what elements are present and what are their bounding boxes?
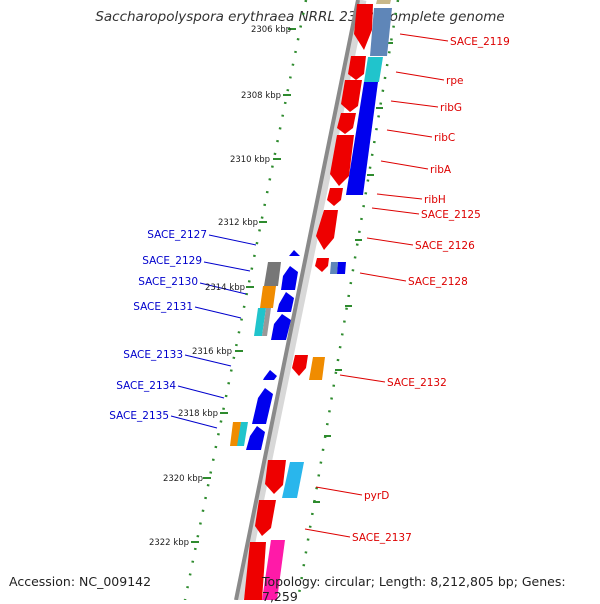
axis-label: 2310 kbp xyxy=(230,155,270,165)
gene-label: SACE_2135 xyxy=(109,410,169,422)
cds-arrow xyxy=(330,135,354,186)
accession-text: Accession: NC_009142 xyxy=(9,574,152,589)
forward-red-cds-column xyxy=(244,4,373,600)
gene-block-tan xyxy=(376,0,391,4)
map-title: Saccharopolyspora erythraea NRRL 2338, c… xyxy=(95,9,505,25)
axis-labels: 2306 kbp 2308 kbp 2310 kbp 2312 kbp 2314… xyxy=(149,25,291,548)
gene-block-gray xyxy=(262,308,271,336)
axis-label: 2320 kbp xyxy=(163,474,203,484)
gene-label: SACE_2125 xyxy=(421,209,481,221)
cds-arrow xyxy=(281,266,298,290)
axis-label: 2318 kbp xyxy=(178,409,218,419)
leader-line xyxy=(386,129,433,138)
gene-label: rpe xyxy=(446,75,463,87)
cds-arrow xyxy=(263,370,277,380)
gene-label: ribG xyxy=(440,102,462,114)
cds-arrow xyxy=(265,460,286,494)
cds-arrow xyxy=(255,500,276,536)
leader-line xyxy=(315,486,363,496)
gene-block-blue xyxy=(337,262,346,274)
gene-label: SACE_2137 xyxy=(352,532,412,544)
cds-arrow xyxy=(327,188,343,206)
cds-arrow xyxy=(271,314,291,340)
gene-block-pink xyxy=(262,540,285,600)
cds-arrow xyxy=(348,56,366,80)
gene-label: ribH xyxy=(424,194,446,206)
gene-label: SACE_2126 xyxy=(415,240,475,252)
cds-arrow xyxy=(354,4,373,50)
gene-block-orange xyxy=(309,357,325,380)
leader-line xyxy=(399,33,449,42)
leader-line xyxy=(177,385,225,399)
gene-label: SACE_2133 xyxy=(123,349,183,361)
gene-label: ribA xyxy=(430,164,452,176)
leader-line xyxy=(359,272,407,282)
leader-line xyxy=(366,237,414,246)
reverse-cds-column xyxy=(230,250,300,450)
cds-arrow xyxy=(246,426,265,450)
reverse-gene-labels: SACE_2127 SACE_2129 SACE_2130 SACE_2131 … xyxy=(109,229,207,422)
axis-label: 2312 kbp xyxy=(218,218,258,228)
reverse-leader-lines xyxy=(170,234,257,429)
gene-label: SACE_2134 xyxy=(116,380,176,392)
gene-block-cyan xyxy=(364,57,383,82)
leader-line xyxy=(170,415,218,429)
axis-label: 2322 kbp xyxy=(149,538,189,548)
leader-line xyxy=(376,193,423,200)
gene-label: SACE_2131 xyxy=(133,301,193,313)
cds-arrow xyxy=(316,210,338,250)
axis-label: 2316 kbp xyxy=(192,347,232,357)
gene-label: SACE_2129 xyxy=(142,255,202,267)
gene-label: SACE_2119 xyxy=(450,36,510,48)
leader-line xyxy=(199,282,247,295)
gene-label: SACE_2130 xyxy=(138,276,198,288)
cds-arrow xyxy=(341,80,362,112)
leader-line xyxy=(203,261,251,272)
leader-line xyxy=(390,100,439,108)
leader-line xyxy=(371,207,420,215)
axis-label: 2314 kbp xyxy=(205,283,245,293)
leader-line xyxy=(208,234,257,246)
gene-block-steelblue xyxy=(370,8,392,56)
gene-label: SACE_2132 xyxy=(387,377,447,389)
cds-arrow xyxy=(315,258,329,272)
gene-block-orange xyxy=(260,286,276,308)
forward-gene-labels: SACE_2119 rpe ribG ribC ribA ribH SACE_2… xyxy=(352,36,510,544)
axis-label: 2306 kbp xyxy=(251,25,291,35)
leader-line xyxy=(194,306,242,319)
gene-block-cyan xyxy=(237,422,248,446)
gene-block-blue xyxy=(346,82,378,195)
cds-arrow xyxy=(289,250,300,256)
leader-line xyxy=(339,374,386,383)
cds-arrow xyxy=(252,388,273,424)
forward-colored-cds xyxy=(262,0,392,600)
leader-line xyxy=(184,354,232,367)
gene-block-cyan xyxy=(282,462,304,498)
forward-leader-lines xyxy=(304,33,449,538)
leader-line xyxy=(304,528,351,538)
gene-block-steelblue xyxy=(330,262,338,274)
gene-label: SACE_2128 xyxy=(408,276,468,288)
cds-arrow xyxy=(244,542,266,600)
genome-backbone xyxy=(234,0,360,600)
cds-arrow xyxy=(292,355,308,376)
gene-label: ribC xyxy=(434,132,455,144)
gene-block-gray xyxy=(264,262,281,286)
cds-arrow xyxy=(337,113,356,134)
cds-arrow xyxy=(277,292,294,312)
leader-line xyxy=(395,71,445,81)
gene-label: SACE_2127 xyxy=(147,229,207,241)
leader-line xyxy=(380,160,429,170)
gene-label: pyrD xyxy=(364,490,389,502)
axis-label: 2308 kbp xyxy=(241,91,281,101)
